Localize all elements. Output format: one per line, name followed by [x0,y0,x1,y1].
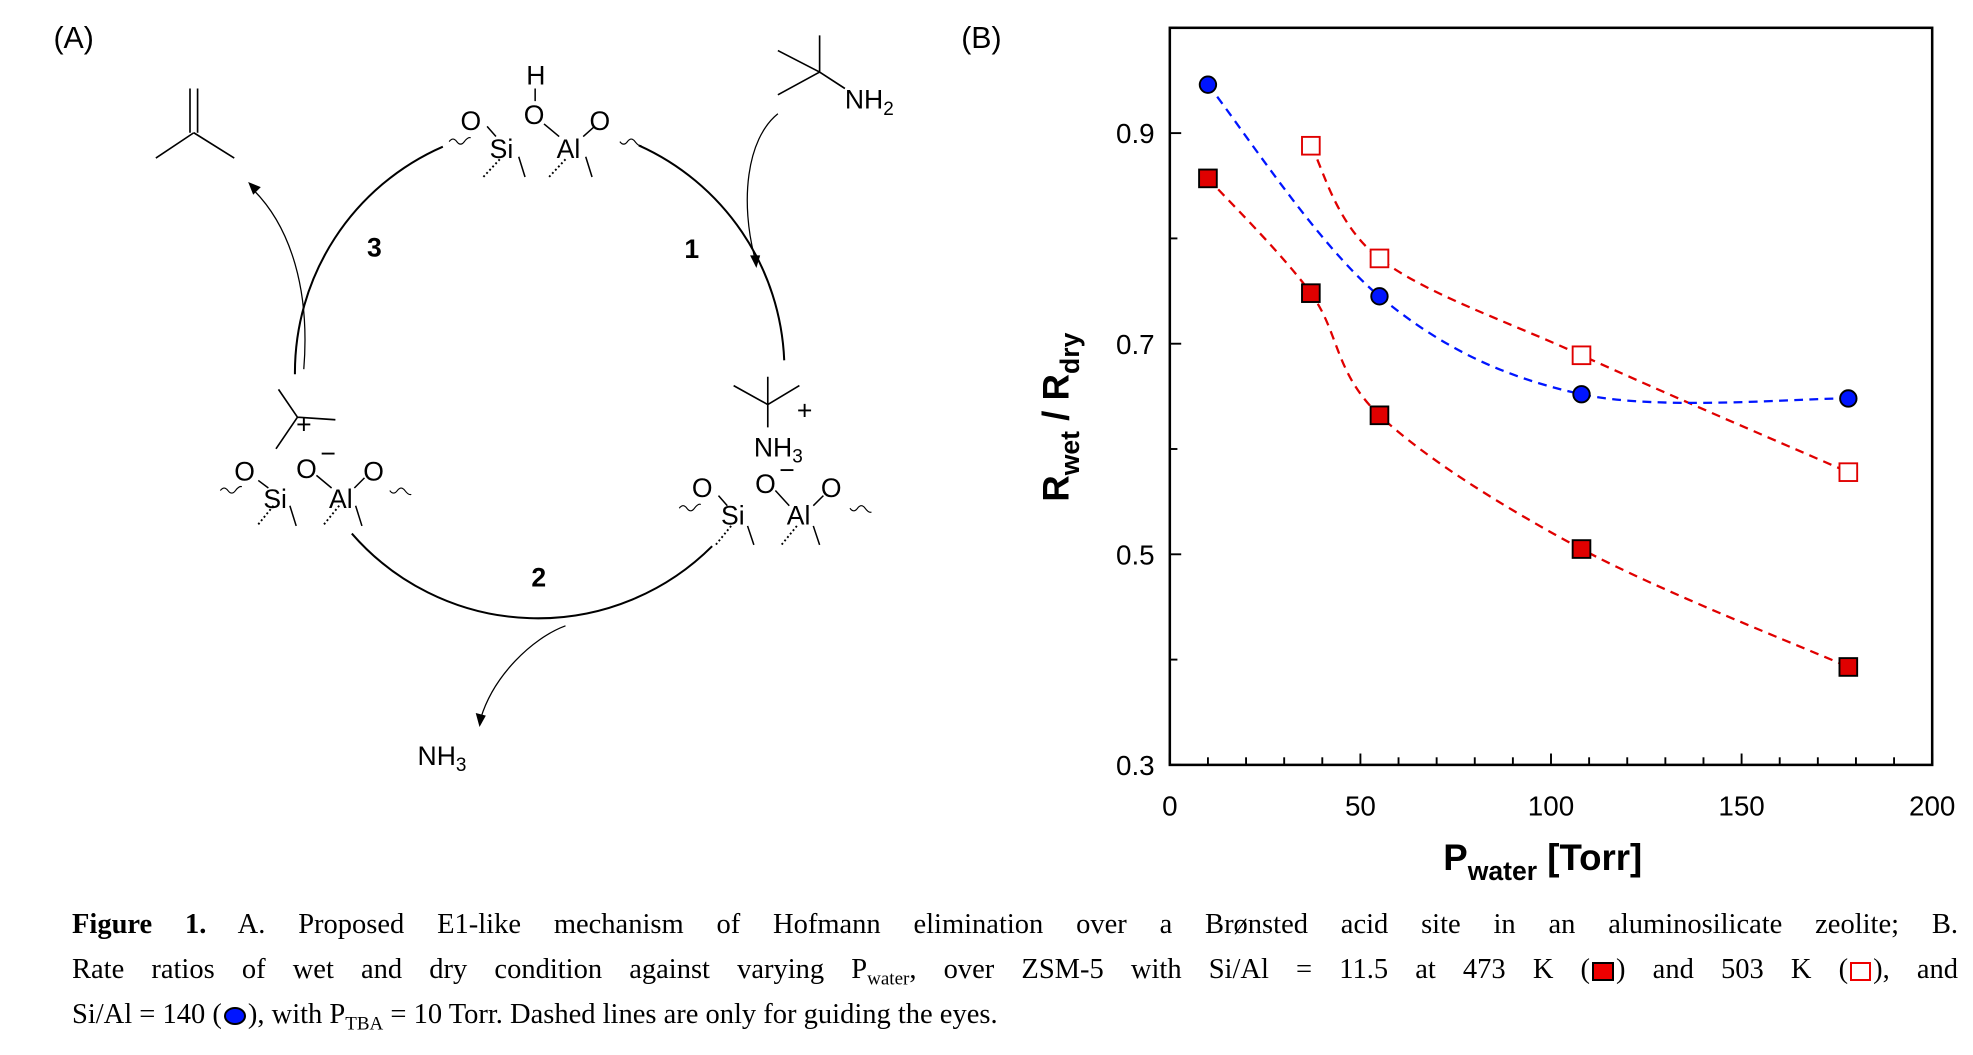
panel-a-label: (A) [53,22,93,55]
arrow-ammonia-out [480,625,566,719]
panel-b-label: (B) [961,22,1001,55]
y-tick-label: 0.9 [1116,118,1155,149]
caption-line-2: Rate ratios of wet and dry condition aga… [72,947,1958,992]
guide-line-filled-square [1207,177,1849,669]
y-tick-label: 0.5 [1116,539,1155,570]
atom-Si: Si [721,501,745,531]
blue-circle-icon [223,1007,246,1026]
step-label-1: 1 [684,234,699,264]
carbocation-icon [275,388,336,450]
caption-text: ) and 503 K ( [1616,954,1849,985]
x-tick-label: 50 [1345,790,1376,821]
chart: 0 50 100 150 200 0.3 0.5 0.7 0.9 Pwater [Torr] R… [1036,26,1955,885]
data-point-open-square [1369,248,1390,269]
step-label-3: 3 [367,233,382,263]
atom-Si: Si [263,484,287,514]
charge-plus: + [296,410,312,440]
atom-O: O [821,473,842,503]
caption-text: A. Proposed E1-like mechanism of Hofmann… [206,909,1958,940]
cycle-arc-1 [638,144,786,361]
tert-butylamine-icon [777,35,846,96]
data-point-circle [1370,287,1389,306]
x-tick-label: 150 [1718,790,1764,821]
caption-text: = 10 Torr. Dashed lines are only for gui… [383,999,998,1030]
isobutene-icon [155,88,235,159]
caption-text: , over ZSM-5 with Si/Al = 11.5 at 473 K … [909,954,1591,985]
atom-O: O [692,473,713,503]
data-point-open-square [1571,345,1592,366]
arrowhead-icon [750,255,761,269]
caption-text: Rate ratios of wet and dry condition aga… [72,954,868,985]
data-point-filled-square [1369,405,1390,426]
caption-line-3: Si/Al = 140 ( ), with PTBA = 10 Torr. Das… [72,992,1958,1037]
filled-red-square-icon [1592,961,1615,981]
atom-O: O [755,469,776,499]
data-point-filled-square [1301,283,1321,303]
diagram-labels: 1 2 3 H O O O Si Al NH2 + NH3 − O O O Si… [234,61,894,777]
data-point-open-square [1301,135,1321,156]
guide-line-filled-circle [1207,83,1849,405]
data-point-circle [1572,385,1591,404]
step-label-2: 2 [531,563,546,593]
open-red-square-icon [1850,961,1872,981]
data-point-circle [1198,75,1218,94]
data-point-filled-square [1571,539,1592,559]
x-axis-label: Pwater [Torr] [1443,837,1642,885]
y-tick-label: 0.7 [1116,329,1155,360]
ammonium-label: NH3 [754,432,803,467]
charge-plus: + [797,396,813,426]
data-point-filled-square [1198,168,1218,189]
atom-Al: Al [329,484,353,514]
caption-subscript: water [867,968,910,990]
atom-O: O [363,456,384,486]
data-point-circle [1839,389,1858,408]
wavy-bond-icon [219,485,412,496]
wavy-bond-icon [678,503,872,513]
atom-Si: Si [490,134,514,164]
cycle-arc-3 [293,145,444,375]
data-point-open-square [1838,462,1859,482]
charge-minus: − [320,439,336,469]
atom-O: O [590,106,611,136]
wavy-bond-icon [448,137,642,147]
arrowhead-icon [475,713,486,727]
atom-Al: Al [557,134,581,164]
ammonia-label: NH3 [418,741,467,776]
bond-lines [486,88,596,178]
caption-subscript: TBA [345,1013,384,1035]
bond-lines [717,490,824,546]
caption-text: ), and [1873,954,1959,985]
y-tick-label: 0.3 [1116,750,1155,781]
atom-Al: Al [787,501,811,531]
cycle-arc-2 [351,532,713,620]
amine-label: NH2 [845,85,894,120]
arrow-to-isobutene [252,189,306,370]
atom-O: O [461,106,482,136]
atom-O: O [296,454,317,484]
charge-minus: − [779,455,795,485]
mechanism-diagram [155,35,872,727]
atom-H: H [526,61,545,91]
caption-text: ), with P [247,999,346,1030]
x-tick-label: 200 [1909,790,1955,821]
bond-lines [257,474,366,527]
caption-line-1: Figure 1. A. Proposed E1-like mechanism … [72,902,1958,947]
y-axis-label: Rwet / Rdry [1036,332,1085,501]
arrowhead-icon [248,182,261,195]
x-tick-label: 0 [1162,790,1177,821]
guide-line-open-square [1309,145,1849,474]
data-point-filled-square [1838,657,1859,677]
arrow-amine-in [746,113,779,260]
caption-text: Si/Al = 140 ( [72,999,222,1030]
x-tick-label: 100 [1528,790,1574,821]
atom-O: O [234,456,255,486]
figure-label: Figure 1. [72,909,207,940]
tert-butyl-icon [733,376,800,428]
atom-O: O [524,100,545,130]
figure: (A) (B) 1 2 3 H O O O Si Al NH2 [53,22,1955,885]
figure-caption: Figure 1. A. Proposed E1-like mechanism … [72,902,1958,1037]
